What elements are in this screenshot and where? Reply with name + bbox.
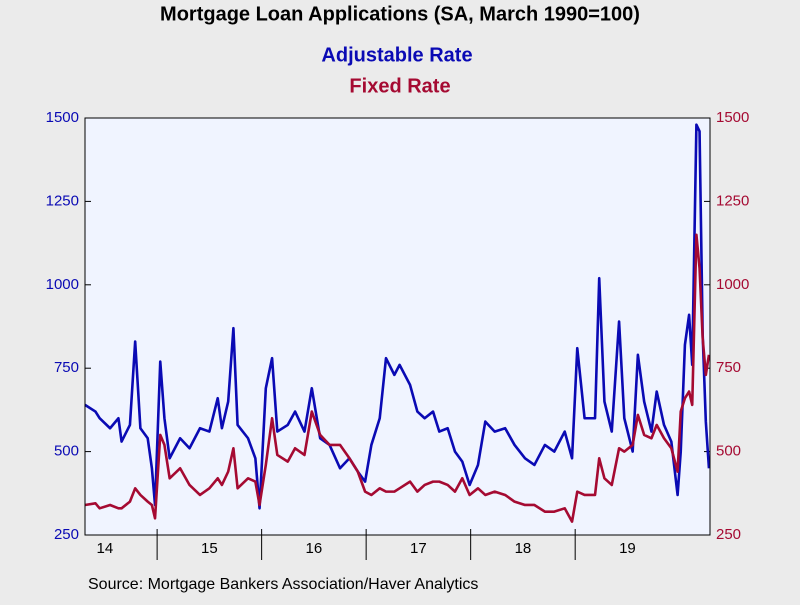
y2-tick-label: 1500 <box>716 109 749 126</box>
plot-area <box>85 118 710 535</box>
x-tick-label: 18 <box>515 540 532 557</box>
y2-tick-label: 500 <box>716 443 741 460</box>
x-tick-label: 15 <box>201 540 218 557</box>
chart-title: Mortgage Loan Applications (SA, March 19… <box>160 3 640 25</box>
y-tick-label: 1500 <box>46 109 79 126</box>
legend-entry: Fixed Rate <box>349 75 450 97</box>
y2-tick-label: 1000 <box>716 276 749 293</box>
y2-tick-label: 750 <box>716 359 741 376</box>
x-tick-label: 16 <box>306 540 323 557</box>
y-tick-label: 500 <box>54 443 79 460</box>
y-tick-label: 750 <box>54 359 79 376</box>
series-line <box>84 233 711 523</box>
legend-entry: Adjustable Rate <box>321 44 472 66</box>
plot-border <box>84 117 711 536</box>
y-tick-label: 250 <box>54 526 79 543</box>
y2-tick-label: 250 <box>716 526 741 543</box>
x-tick-label: 17 <box>410 540 427 557</box>
y-tick-label: 1000 <box>46 276 79 293</box>
x-tick-label: 14 <box>97 540 114 557</box>
source-note: Source: Mortgage Bankers Association/Hav… <box>88 576 478 593</box>
y-tick-label: 1250 <box>46 192 79 209</box>
x-tick-label: 19 <box>619 540 636 557</box>
y2-tick-label: 1250 <box>716 192 749 209</box>
series-line <box>84 123 711 510</box>
